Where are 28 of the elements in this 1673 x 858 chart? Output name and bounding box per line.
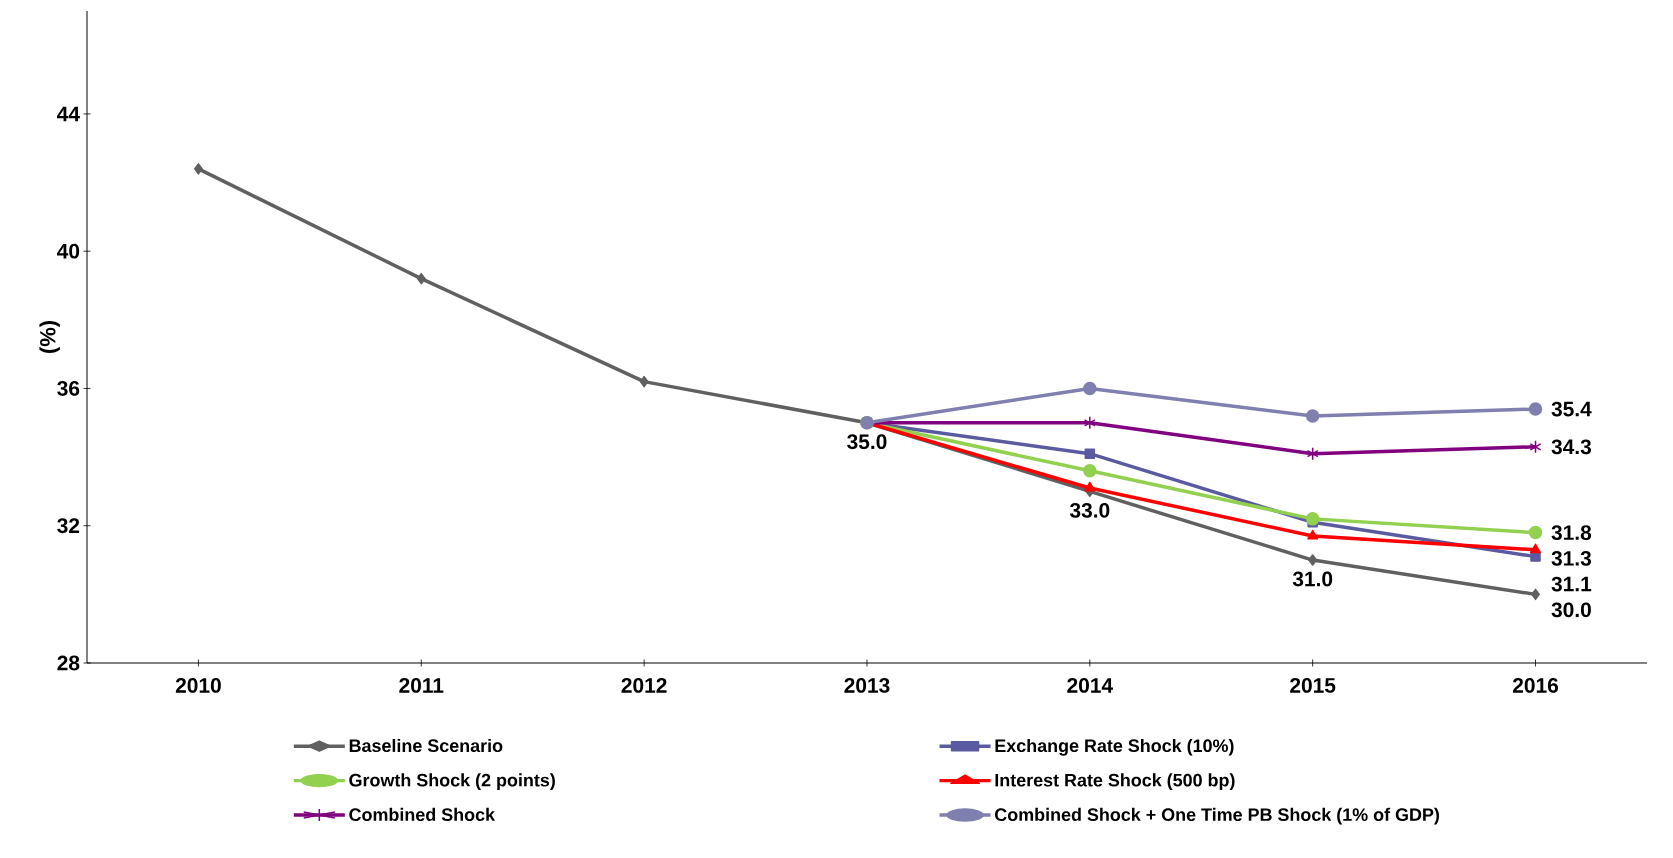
data-label: 34.3	[1551, 439, 1591, 455]
y-axis-title: (%)	[39, 321, 60, 353]
legend-label: Exchange Rate Shock (10%)	[995, 738, 1234, 756]
data-label: 35.0	[847, 434, 887, 450]
y-tick-label: 36	[57, 381, 80, 396]
data-label: 30.0	[1551, 602, 1591, 618]
x-tick-label: 2016	[1512, 678, 1559, 693]
legend-label: Combined Shock	[349, 807, 496, 822]
legend-label: Interest Rate Shock (500 bp)	[995, 773, 1235, 791]
x-tick-label: 2014	[1067, 678, 1113, 693]
x-tick-label: 2015	[1290, 678, 1336, 693]
data-label: 31.0	[1292, 571, 1333, 587]
data-label: 35.4	[1551, 401, 1592, 417]
data-label: 31.8	[1551, 525, 1592, 541]
x-tick-label: 2012	[621, 678, 667, 693]
y-tick-label: 40	[57, 243, 80, 259]
data-label: 31.1	[1551, 576, 1592, 592]
y-tick-label: 44	[57, 106, 80, 122]
legend-label: Combined Shock + One Time PB Shock (1% of GDP)	[995, 807, 1439, 825]
legend-label: Growth Shock (2 points)	[349, 773, 555, 791]
legend-label: Baseline Scenario	[349, 738, 503, 753]
x-tick-label: 2011	[399, 678, 444, 693]
y-tick-label: 28	[57, 655, 80, 671]
data-label: 33.0	[1069, 502, 1110, 518]
data-label: 31.3	[1551, 550, 1591, 566]
y-tick-label: 32	[57, 518, 80, 534]
x-tick-label: 2013	[844, 678, 890, 693]
x-tick-label: 2010	[175, 678, 221, 693]
